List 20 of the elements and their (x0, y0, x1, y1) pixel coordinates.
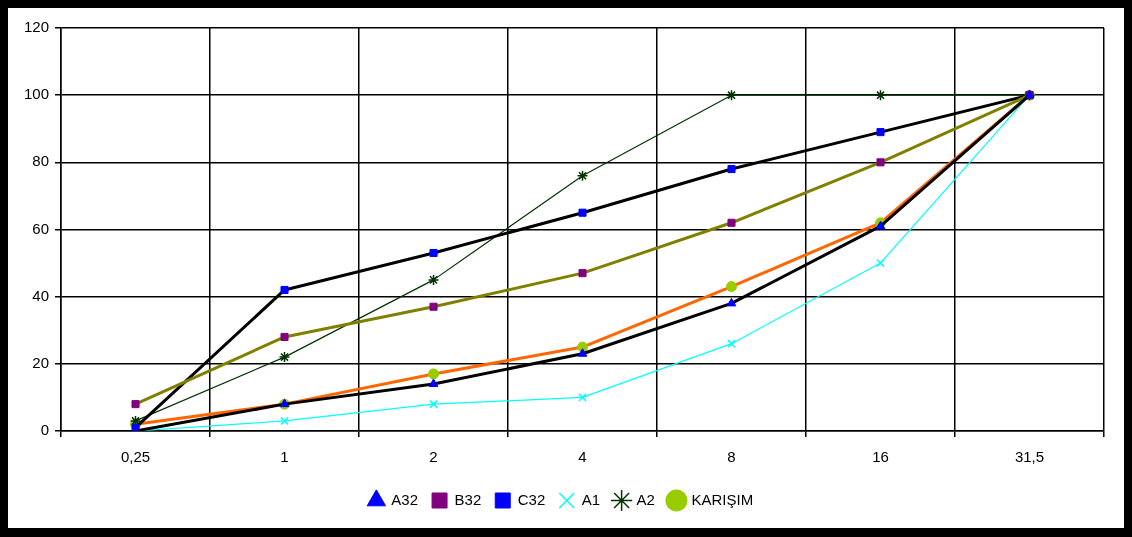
y-tick-label: 60 (32, 219, 50, 237)
x-tick-label: 16 (872, 448, 889, 466)
x-tick-label: 1 (280, 448, 289, 466)
legend-label: KARIŞIM (691, 490, 754, 508)
legend-label: C32 (517, 490, 546, 508)
y-tick-label: 100 (24, 85, 50, 103)
legend-label: A2 (636, 490, 655, 508)
x-tick-label: 2 (429, 448, 438, 466)
y-tick-label: 0 (40, 421, 50, 439)
y-tick-label: 40 (32, 286, 50, 304)
y-tick-label: 80 (32, 152, 50, 170)
y-tick-label: 120 (24, 18, 50, 36)
x-tick-label: 4 (578, 448, 587, 466)
legend-label: A1 (581, 490, 601, 508)
legend-label: B32 (454, 490, 482, 508)
legend-label: A32 (391, 490, 419, 508)
x-tick-label: 0,25 (120, 448, 151, 466)
x-tick-label: 8 (727, 448, 736, 466)
y-tick-label: 20 (32, 353, 50, 371)
x-tick-label: 31,5 (1014, 448, 1045, 466)
